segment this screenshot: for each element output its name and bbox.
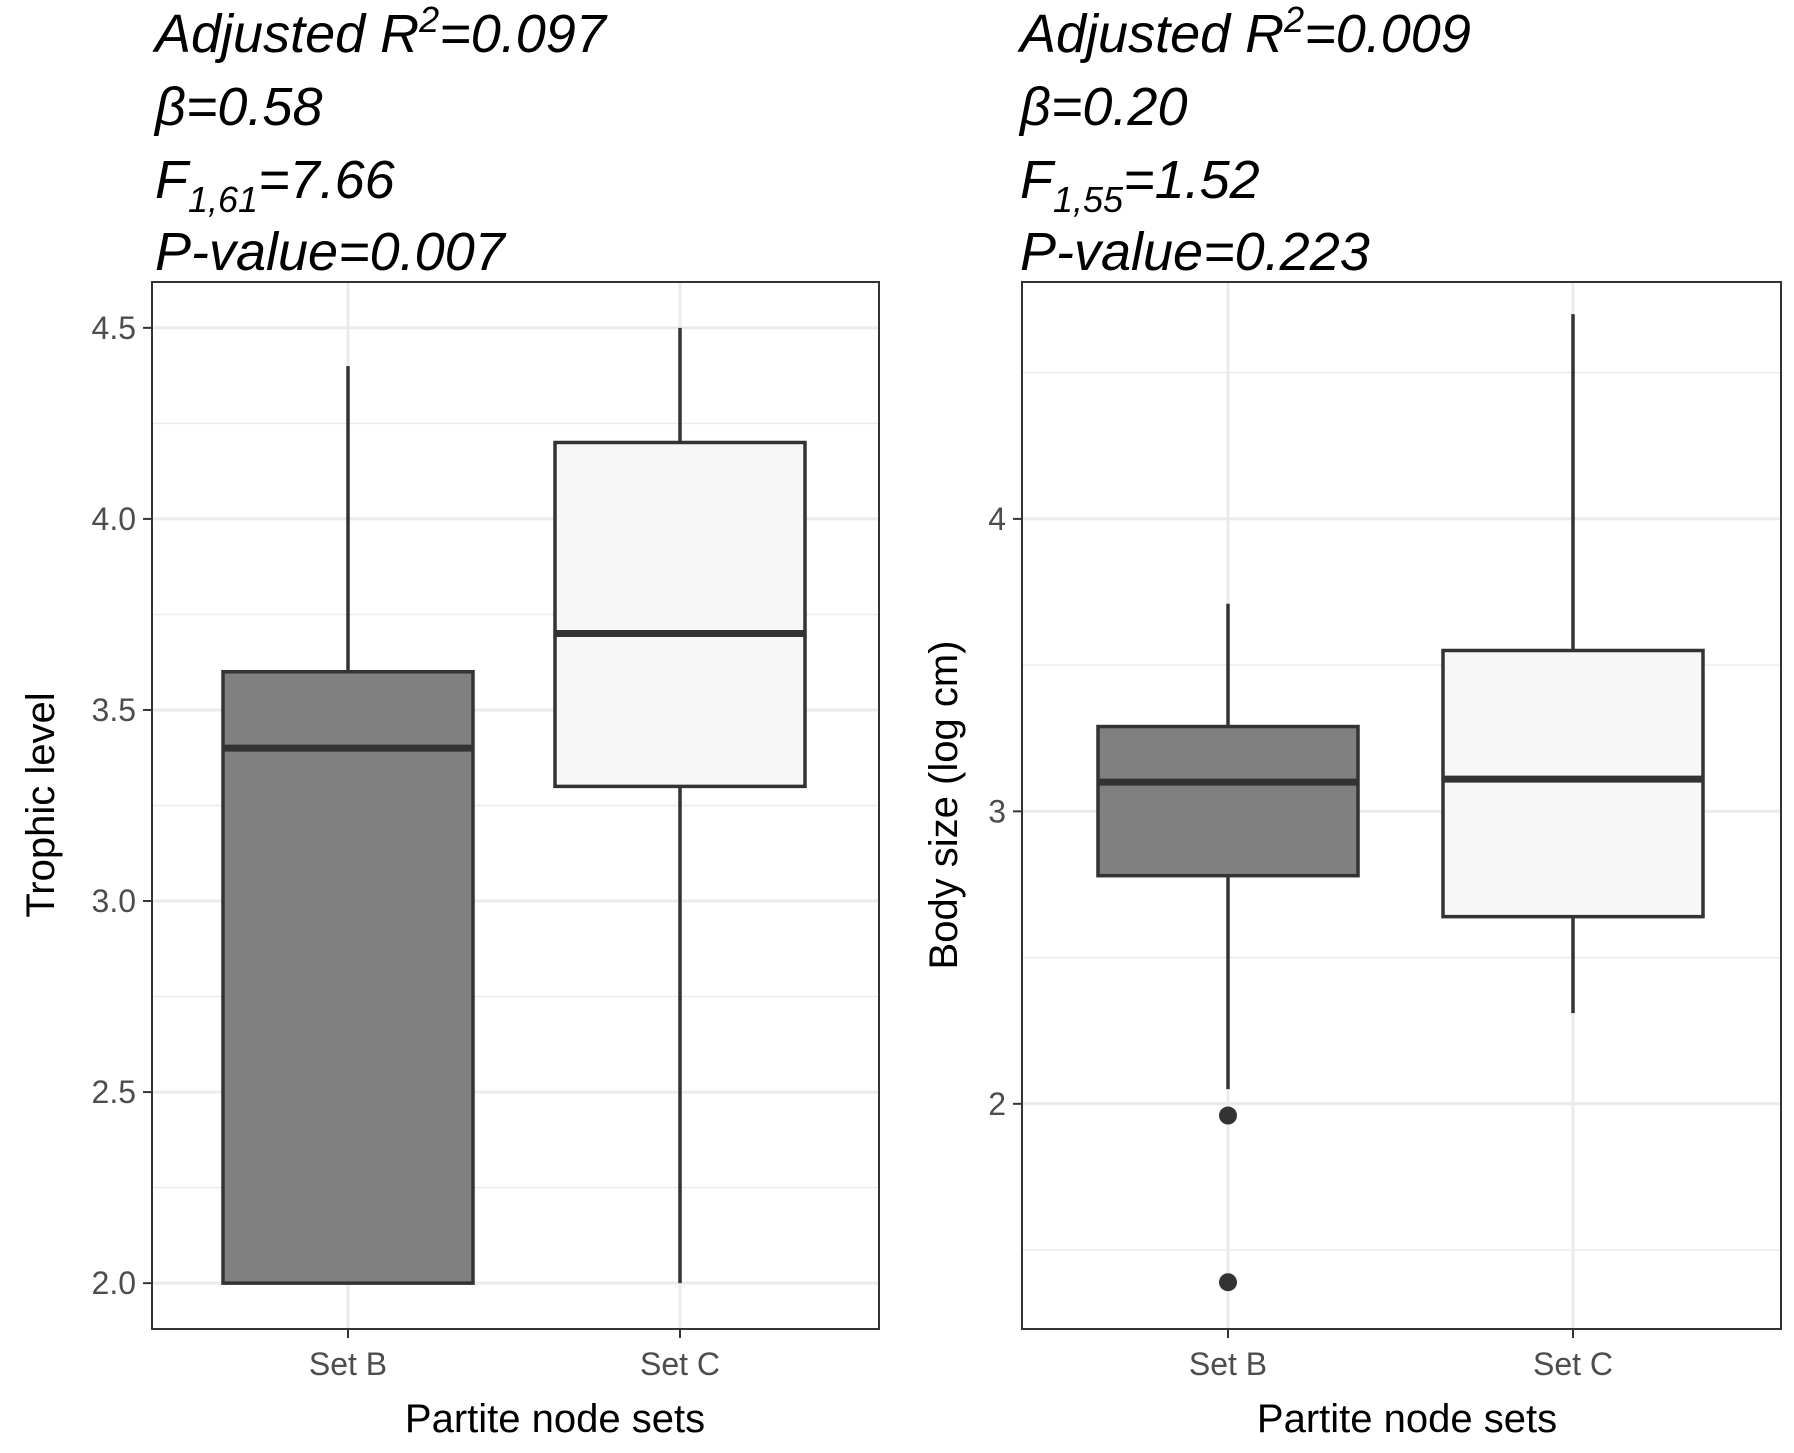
panel-2-y-axis-title: Body size (log cm) bbox=[922, 641, 966, 970]
panel-2-body-size: 2 3 4 Set B Set C bbox=[988, 281, 1782, 1382]
panel-1-f-statistic: F1,61=7.66 bbox=[155, 150, 396, 220]
panel-2-x-axis-title: Partite node sets bbox=[1257, 1397, 1557, 1441]
panel-2-panel-border bbox=[1021, 281, 1782, 1330]
panel-1-y-tick-label-0: 2.0 bbox=[92, 1265, 136, 1301]
panel-1-beta: β=0.58 bbox=[153, 77, 322, 137]
panel-2-f-statistic: F1,55=1.52 bbox=[1020, 150, 1260, 220]
panel-2-set-c-iqr-box bbox=[1441, 648, 1705, 919]
panel-2-set-b-iqr-box bbox=[1096, 724, 1360, 878]
panel-1-set-c-iqr-box bbox=[553, 440, 807, 789]
panel-1-panel-border bbox=[151, 281, 880, 1330]
panel-2-p-value: P-value=0.223 bbox=[1020, 222, 1370, 282]
panel-1-y-tick-label-5: 4.5 bbox=[92, 310, 136, 346]
panel-1-x-tick-label-1: Set C bbox=[640, 1346, 720, 1382]
panel-2-box-set-b bbox=[1096, 603, 1360, 1292]
panel-1-box-set-b bbox=[221, 366, 475, 1285]
panel-1-x-axis-title: Partite node sets bbox=[405, 1397, 705, 1441]
panel-1-x-tick-label-0: Set B bbox=[309, 1346, 387, 1382]
panel-1-trophic-level: 2.0 2.5 3.0 3.5 4.0 4.5 Set B Set C bbox=[92, 281, 880, 1382]
panel-2-adjusted-r2: Adjusted R2=0.009 bbox=[1017, 0, 1471, 64]
panel-1-p-value: P-value=0.007 bbox=[155, 222, 507, 282]
panel-1-y-tick-label-4: 4.0 bbox=[92, 501, 136, 537]
panel-2-set-b-outlier-0 bbox=[1219, 1106, 1237, 1125]
panel-1-set-b-iqr-box bbox=[221, 670, 475, 1285]
panel-1-y-tick-label-3: 3.5 bbox=[92, 692, 136, 728]
panel-1-adjusted-r2: Adjusted R2=0.097 bbox=[152, 0, 608, 64]
panel-1-annotations: Adjusted R2=0.097 β=0.58 F1,61=7.66 P-va… bbox=[152, 0, 608, 282]
panel-2-beta: β=0.20 bbox=[1018, 77, 1187, 137]
panel-2-set-b-outlier-1 bbox=[1219, 1273, 1237, 1292]
panel-2-y-tick-label-0: 2 bbox=[988, 1086, 1006, 1122]
panel-2-annotations: Adjusted R2=0.009 β=0.20 F1,55=1.52 P-va… bbox=[1017, 0, 1471, 282]
panel-1-box-set-c bbox=[553, 327, 807, 1284]
panel-2-y-tick-label-2: 4 bbox=[988, 501, 1006, 537]
panel-1-y-axis-title: Trophic level bbox=[19, 692, 63, 917]
panel-2-box-set-c bbox=[1441, 314, 1705, 1014]
panel-2-x-tick-label-1: Set C bbox=[1533, 1346, 1613, 1382]
panel-1-y-tick-label-1: 2.5 bbox=[92, 1074, 136, 1110]
panel-2-x-tick-label-0: Set B bbox=[1189, 1346, 1267, 1382]
panel-1-y-tick-label-2: 3.0 bbox=[92, 883, 136, 919]
panel-2-y-tick-label-1: 3 bbox=[988, 793, 1006, 829]
